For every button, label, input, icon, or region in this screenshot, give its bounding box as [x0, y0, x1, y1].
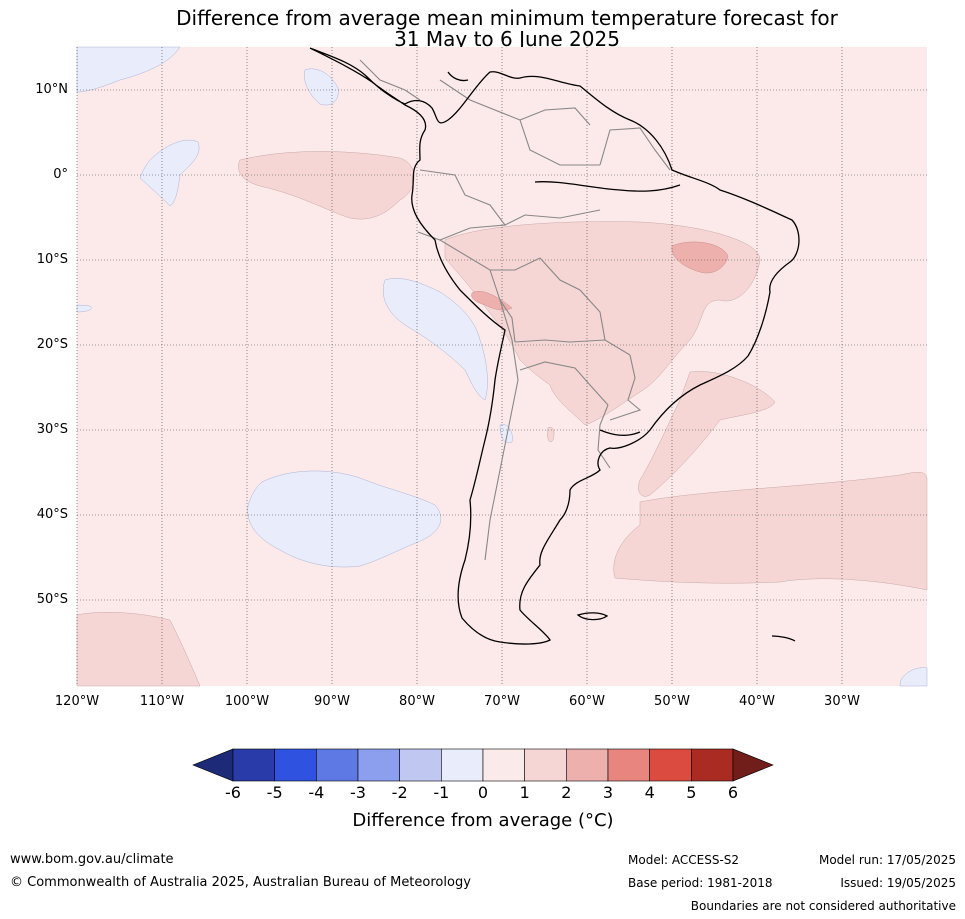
coast-south-georgia [771, 635, 796, 642]
warm-region-south-atlantic-lower [613, 472, 928, 591]
warm-region-small-south [547, 426, 555, 443]
lon-label-60w: 60°W [569, 694, 605, 709]
map-gridlines [76, 47, 927, 686]
colorbar-tick-label: -2 [391, 783, 408, 802]
colorbar-segment [482, 748, 525, 782]
lon-label-40w: 40°W [739, 694, 775, 709]
cool-region-northwest-corner [76, 46, 181, 93]
map-title-line1: Difference from average mean minimum tem… [176, 6, 838, 30]
colorbar-segment [399, 748, 442, 782]
cool-region-chile-coast [499, 424, 513, 443]
warm-region-south-atlantic [638, 371, 776, 497]
lat-label-0: 0° [53, 167, 68, 182]
colorbar-tick-label: -1 [433, 783, 450, 802]
cool-region-peru-offshore [383, 278, 488, 401]
cool-region-southeast-corner [899, 667, 928, 687]
colorbar-segment [441, 748, 484, 782]
coast-rio-plata [599, 429, 641, 436]
warm-region-southeast-pacific [76, 612, 201, 687]
lat-label-10s: 10°S [36, 252, 68, 267]
colorbar-extend-high [732, 748, 774, 782]
colorbar-tick-label: 3 [602, 783, 614, 802]
colorbar-segment [232, 748, 275, 782]
colorbar-tick-label: -4 [308, 783, 325, 802]
footer-model-run: Model run: 17/05/2025 [818, 853, 956, 867]
lon-label-70w: 70°W [484, 694, 520, 709]
colorbar-tick-label: -5 [266, 783, 283, 802]
colorbar-tick-label: 6 [727, 783, 739, 802]
colorbar-tick-label: -6 [225, 783, 241, 802]
coast-amazon-river [534, 181, 681, 192]
lon-label-120w: 120°W [54, 694, 100, 709]
colorbar-segment [691, 748, 734, 782]
colorbar-extend-low [192, 748, 234, 782]
colorbar-tick-label: 2 [561, 783, 572, 802]
colorbar-tick-label: 5 [686, 783, 697, 802]
colorbar-segment [316, 748, 359, 782]
cool-region-south-pacific [247, 470, 441, 568]
footer-url: www.bom.gov.au/climate [10, 852, 174, 867]
colorbar-segment [524, 748, 567, 782]
lon-label-80w: 80°W [399, 694, 435, 709]
country-borders [359, 59, 671, 561]
coast-falklands [576, 612, 609, 621]
lat-label-30s: 30°S [36, 422, 68, 437]
lon-label-30w: 30°W [824, 694, 860, 709]
lat-label-40s: 40°S [36, 507, 68, 522]
footer-disclaimer: Boundaries are not considered authoritat… [690, 899, 956, 913]
colorbar-tick-label: 0 [477, 783, 489, 802]
warmer-region-brazil-north [671, 241, 729, 274]
lon-label-110w: 110°W [139, 694, 185, 709]
lon-label-50w: 50°W [654, 694, 690, 709]
coastlines [309, 47, 800, 645]
colorbar-segment [566, 748, 609, 782]
colorbar-tick-label: 4 [644, 783, 655, 802]
colorbar-tick-label: 1 [519, 783, 530, 802]
footer-copyright: © Commonwealth of Australia 2025, Austra… [10, 875, 471, 890]
colorbar-label: Difference from average (°C) [352, 810, 614, 831]
colorbar-segment [357, 748, 400, 782]
cool-anomaly-regions [76, 46, 928, 687]
cool-region-galapagos [139, 139, 200, 207]
colorbar-segment [607, 748, 650, 782]
lat-label-20s: 20°S [36, 337, 68, 352]
colorbar-segment [649, 748, 692, 782]
colorbar-segment [274, 748, 317, 782]
coast-caribbean [447, 71, 469, 82]
colorbar-tick-label: -3 [350, 783, 366, 802]
footer-base-period: Base period: 1981-2018 [628, 876, 773, 890]
cool-region-central-america-coast [304, 68, 339, 106]
lat-label-10n: 10°N [35, 82, 68, 97]
footer-model: Model: ACCESS-S2 [628, 853, 740, 867]
lat-label-50s: 50°S [36, 592, 68, 607]
warm-region-equatorial-pacific [238, 151, 415, 220]
lon-label-90w: 90°W [314, 694, 350, 709]
footer-issued: Issued: 19/05/2025 [840, 876, 956, 890]
lon-label-100w: 100°W [224, 694, 270, 709]
